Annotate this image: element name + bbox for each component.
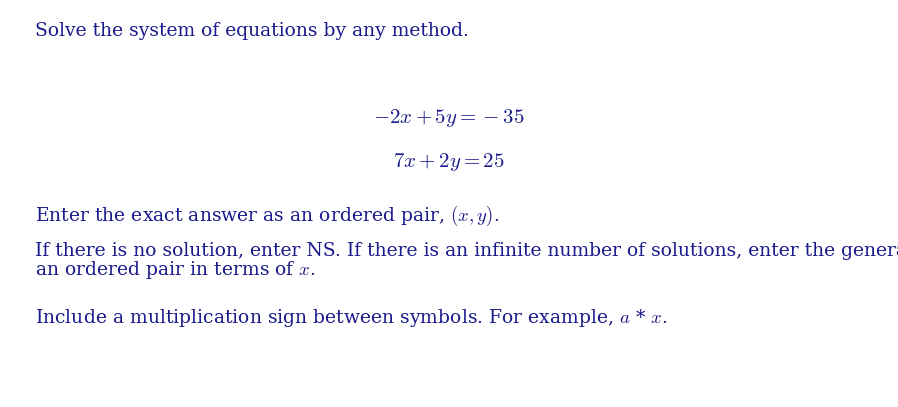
Text: $7x + 2y = 25$: $7x + 2y = 25$	[393, 151, 505, 173]
Text: $-2x + 5y = -35$: $-2x + 5y = -35$	[374, 107, 524, 129]
Text: Include a multiplication sign between symbols. For example, $a$ * $x$.: Include a multiplication sign between sy…	[35, 307, 667, 329]
Text: Enter the exact answer as an ordered pair, $(x, y)$.: Enter the exact answer as an ordered pai…	[35, 204, 499, 228]
Text: an ordered pair in terms of $x$.: an ordered pair in terms of $x$.	[35, 259, 316, 281]
Text: Solve the system of equations by any method.: Solve the system of equations by any met…	[35, 22, 469, 40]
Text: If there is no solution, enter NS. If there is an infinite number of solutions, : If there is no solution, enter NS. If th…	[35, 242, 898, 260]
